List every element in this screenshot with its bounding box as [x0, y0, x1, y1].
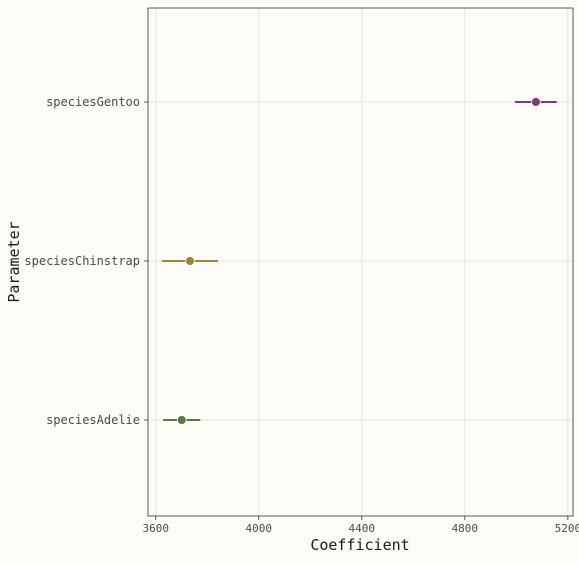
point-speciesChinstrap [185, 256, 195, 266]
x-tick-label-4000: 4000 [246, 522, 273, 535]
x-tick-label-4800: 4800 [452, 522, 479, 535]
x-tick-label-4400: 4400 [349, 522, 376, 535]
x-gridlines [155, 8, 569, 516]
plot-panel-background [148, 8, 573, 516]
y-tick-label-speciesChinstrap: speciesChinstrap [24, 254, 140, 268]
y-tick-label-speciesGentoo: speciesGentoo [46, 95, 140, 109]
plot-panel-border [147, 7, 574, 517]
y-axis-ticks: speciesGentoo speciesChinstrap speciesAdel… [24, 95, 148, 427]
x-axis-ticks: 3600 4000 4400 4800 5200 [142, 516, 579, 535]
x-tick-label-3600: 3600 [142, 522, 169, 535]
x-tick-label-5200: 5200 [555, 522, 579, 535]
y-tick-label-speciesAdelie: speciesAdelie [46, 413, 140, 427]
x-axis-title: Coefficient [310, 536, 409, 554]
y-axis-title: Parameter [5, 221, 23, 302]
estimate-points [176, 97, 541, 425]
point-speciesGentoo [531, 97, 541, 107]
point-speciesAdelie [176, 415, 187, 425]
y-gridlines [148, 101, 573, 421]
